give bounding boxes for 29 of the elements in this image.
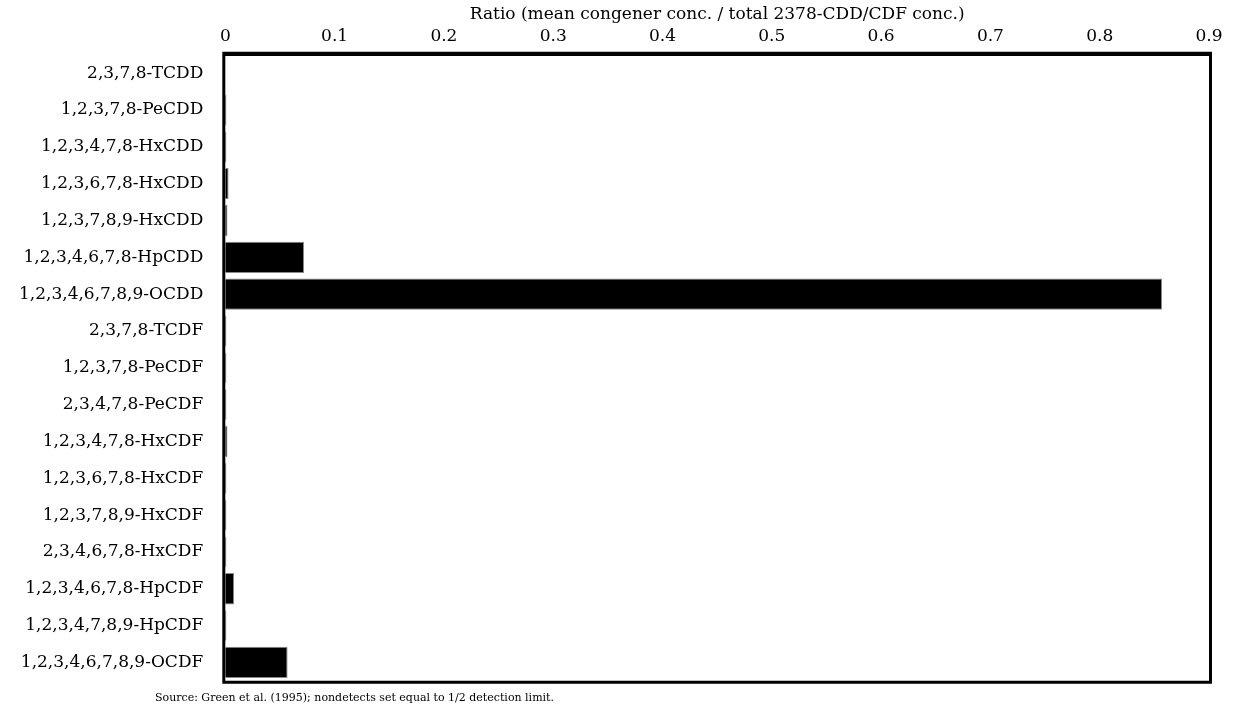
x-tick-label: 0.8 [1086,25,1114,46]
y-tick-label: 1,2,3,7,8,9-HxCDD [40,208,204,229]
y-tick-label: 1,2,3,7,8,9-HxCDF [42,503,204,524]
x-tick-label: 0.5 [758,25,786,46]
y-tick-label: 1,2,3,6,7,8-HxCDD [40,172,204,193]
y-tick-label: 1,2,3,4,7,8,9-HpCDF [25,613,204,634]
x-tick-label: 0.6 [867,25,895,46]
x-tick-label: 0.7 [976,25,1004,46]
y-tick-label: 2,3,7,8-TCDF [88,319,204,340]
x-tick-label: 0.2 [430,25,458,46]
x-tick-label: 0.3 [539,25,567,46]
y-tick-label: 2,3,4,6,7,8-HxCDF [42,540,204,561]
x-axis-title: Ratio (mean congener conc. / total 2378-CDD/CDF conc.) [469,2,965,23]
y-tick-label: 1,2,3,4,7,8-HxCDD [40,135,204,156]
y-tick-label: 1,2,3,7,8-PeCDD [60,98,204,119]
x-tick-label: 0.9 [1195,25,1223,46]
y-tick-label: 2,3,4,7,8-PeCDF [62,393,204,414]
source-note: Source: Green et al. (1995); nondetects set equal to 1/2 detection limit. [155,691,554,705]
y-tick-label: 2,3,7,8-TCDD [87,61,204,82]
y-tick-label: 1,2,3,4,6,7,8,9-OCDD [18,282,204,303]
y-tick-label: 1,2,3,4,6,7,8-HpCDF [25,577,204,598]
y-tick-label: 1,2,3,6,7,8-HxCDF [42,466,204,487]
y-tick-label: 1,2,3,4,6,7,8-HpCDD [23,245,204,266]
x-tick-label: 0 [219,25,231,46]
y-tick-label: 1,2,3,7,8-PeCDF [62,356,204,377]
y-tick-label: 1,2,3,4,7,8-HxCDF [42,429,204,450]
x-tick-label: 0.4 [648,25,677,46]
x-tick-label: 0.1 [321,25,349,46]
y-tick-label: 1,2,3,4,6,7,8,9-OCDF [20,650,204,671]
